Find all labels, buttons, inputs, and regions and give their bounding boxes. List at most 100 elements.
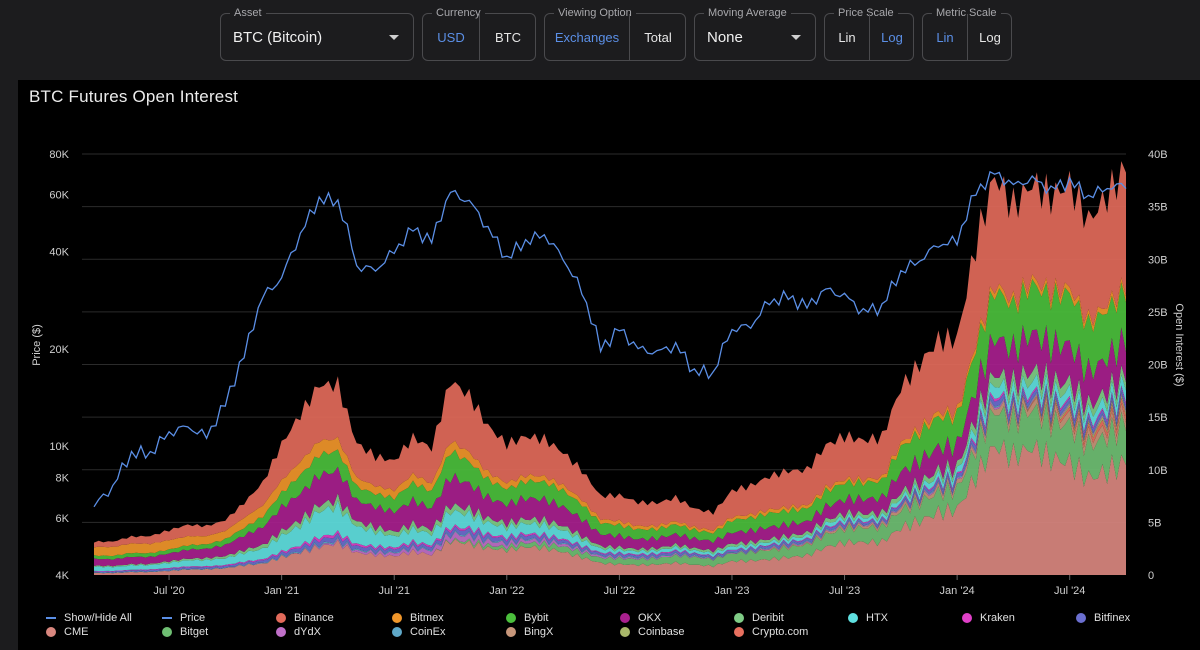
asset-select[interactable]: Asset BTC (Bitcoin) bbox=[220, 6, 414, 61]
legend-label: Binance bbox=[294, 612, 334, 624]
metric-scale-lin-button[interactable]: Lin bbox=[936, 29, 954, 45]
asset-dropdown-icon bbox=[389, 35, 399, 40]
legend-item-coinex[interactable]: CoinEx bbox=[392, 625, 445, 639]
asset-value: BTC (Bitcoin) bbox=[233, 29, 323, 46]
legend-item-coinbase[interactable]: Coinbase bbox=[620, 625, 684, 639]
stacked-areas bbox=[94, 161, 1126, 575]
area-deribit bbox=[94, 361, 1126, 568]
legend-item-bingx[interactable]: BingX bbox=[506, 625, 553, 639]
viewing-option-toggle: Viewing Option Exchanges Total bbox=[544, 6, 686, 61]
legend-swatch bbox=[276, 627, 286, 637]
moving-average-dropdown-icon bbox=[791, 35, 801, 40]
legend-swatch bbox=[734, 613, 744, 623]
price-line-group bbox=[93, 170, 1127, 508]
metric-scale-legend: Metric Scale bbox=[932, 6, 1001, 20]
legend-item-kraken[interactable]: Kraken bbox=[962, 611, 1015, 625]
moving-average-select[interactable]: Moving Average None bbox=[694, 6, 816, 61]
legend-label: Kraken bbox=[980, 612, 1015, 624]
legend-swatch bbox=[962, 613, 972, 623]
legend-swatch bbox=[620, 613, 630, 623]
legend-item-price[interactable]: Price bbox=[162, 611, 205, 625]
legend-label: dYdX bbox=[294, 626, 321, 638]
viewing-total-button[interactable]: Total bbox=[644, 29, 672, 45]
legend-swatch bbox=[162, 617, 172, 619]
viewing-exchanges-button[interactable]: Exchanges bbox=[554, 29, 620, 45]
legend-item-bitfinex[interactable]: Bitfinex bbox=[1076, 611, 1130, 625]
legend-label: Bitget bbox=[180, 626, 209, 638]
left-tick-label: 8K bbox=[56, 473, 70, 485]
y-axis-right-label: Open Interest ($) bbox=[1173, 303, 1185, 386]
x-tick-label: Jan '24 bbox=[940, 585, 975, 597]
legend-item-bitmex[interactable]: Bitmex bbox=[392, 611, 444, 625]
metric-scale-divider bbox=[967, 14, 968, 60]
x-tick-label: Jan '23 bbox=[714, 585, 749, 597]
legend-item-dydx[interactable]: dYdX bbox=[276, 625, 321, 639]
chart-legend: Show/Hide All Price Binance Bitmex Bybit OKX D… bbox=[0, 605, 1200, 650]
metric-scale-toggle: Metric Scale Lin Log bbox=[922, 6, 1012, 61]
left-tick-label: 80K bbox=[49, 149, 69, 161]
right-tick-label: 10B bbox=[1148, 465, 1168, 477]
price-scale-legend: Price Scale bbox=[834, 6, 898, 20]
legend-label: Crypto.com bbox=[752, 626, 809, 638]
area-binance bbox=[94, 161, 1126, 548]
price-scale-log-button[interactable]: Log bbox=[881, 29, 903, 45]
chart-controls: Asset BTC (Bitcoin) Currency USD BTC Vie… bbox=[0, 0, 1200, 80]
legend-item-crypto-com[interactable]: Crypto.com bbox=[734, 625, 808, 639]
legend-label: Bitfinex bbox=[1094, 612, 1131, 624]
legend-label: BingX bbox=[524, 626, 554, 638]
legend-item-deribit[interactable]: Deribit bbox=[734, 611, 784, 625]
legend-item-bybit[interactable]: Bybit bbox=[506, 611, 548, 625]
right-tick-label: 15B bbox=[1148, 412, 1168, 424]
legend-swatch bbox=[162, 627, 172, 637]
chart-title: BTC Futures Open Interest bbox=[29, 87, 239, 106]
x-tick-label: Jul '21 bbox=[378, 585, 409, 597]
currency-btc-button[interactable]: BTC bbox=[495, 29, 521, 45]
legend-item-bitget[interactable]: Bitget bbox=[162, 625, 208, 639]
x-tick-label: Jul '24 bbox=[1054, 585, 1085, 597]
legend-item-binance[interactable]: Binance bbox=[276, 611, 334, 625]
x-tick-label: Jul '22 bbox=[604, 585, 635, 597]
price-scale-lin-button[interactable]: Lin bbox=[838, 29, 856, 45]
x-tick-label: Jul '20 bbox=[153, 585, 184, 597]
right-tick-label: 25B bbox=[1148, 307, 1168, 319]
y-axis-left-label: Price ($) bbox=[31, 324, 43, 366]
legend-label: Bybit bbox=[524, 612, 549, 624]
right-tick-label: 20B bbox=[1148, 360, 1168, 372]
area-okx bbox=[94, 324, 1126, 567]
legend-label: CoinEx bbox=[410, 626, 446, 638]
right-tick-label: 5B bbox=[1148, 517, 1161, 529]
legend-swatch bbox=[848, 613, 858, 623]
area-cme bbox=[94, 439, 1126, 575]
legend-label: Deribit bbox=[752, 612, 784, 624]
legend-swatch bbox=[46, 627, 56, 637]
viewing-option-legend: Viewing Option bbox=[554, 6, 636, 20]
legend-item-cme[interactable]: CME bbox=[46, 625, 88, 639]
metric-scale-log-button[interactable]: Log bbox=[979, 29, 1001, 45]
left-tick-label: 4K bbox=[56, 570, 70, 582]
axes: 0 5B 10B 15B 20B 25B 30B 35B 40B 4K 6K 8K 10K 20K 40K 6… bbox=[49, 149, 1167, 597]
asset-legend: Asset bbox=[230, 6, 266, 20]
right-tick-label: 40B bbox=[1148, 149, 1168, 161]
viewing-divider bbox=[629, 14, 630, 60]
legend-label: Coinbase bbox=[638, 626, 685, 638]
area-bitget bbox=[94, 401, 1126, 574]
legend-item-htx[interactable]: HTX bbox=[848, 611, 888, 625]
left-tick-label: 6K bbox=[56, 513, 70, 525]
legend-item-okx[interactable]: OKX bbox=[620, 611, 661, 625]
legend-swatch bbox=[392, 613, 402, 623]
left-tick-label: 20K bbox=[49, 344, 69, 356]
currency-legend: Currency bbox=[432, 6, 485, 20]
x-tick-label: Jul '23 bbox=[829, 585, 860, 597]
legend-label: HTX bbox=[866, 612, 888, 624]
price-scale-divider bbox=[869, 14, 870, 60]
legend-swatch bbox=[734, 627, 744, 637]
legend-swatch bbox=[1076, 613, 1086, 623]
currency-usd-button[interactable]: USD bbox=[437, 29, 465, 45]
legend-swatch bbox=[46, 617, 56, 619]
moving-average-value: None bbox=[707, 29, 743, 46]
legend-swatch bbox=[506, 613, 516, 623]
legend-swatch bbox=[620, 627, 630, 637]
legend-label: OKX bbox=[638, 612, 662, 624]
legend-item-show-hide-all[interactable]: Show/Hide All bbox=[46, 611, 132, 625]
